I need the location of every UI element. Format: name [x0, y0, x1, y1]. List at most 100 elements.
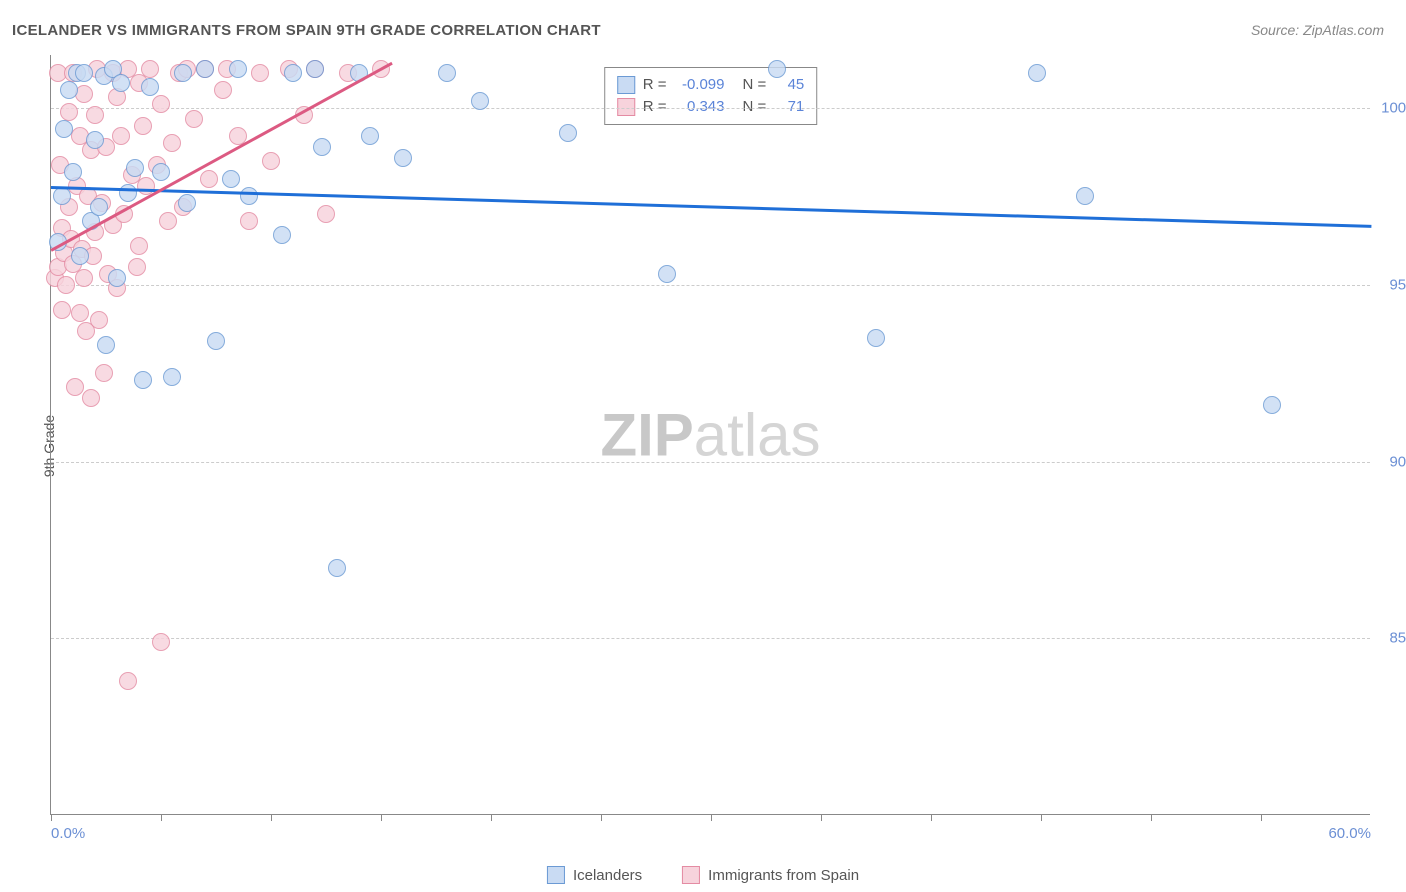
bottom-legend-item: Immigrants from Spain: [682, 866, 859, 884]
plot-area: ZIPatlas R =-0.099N =45R =0.343N =71 85.…: [50, 55, 1370, 815]
scatter-point: [95, 364, 113, 382]
xtick-mark: [1041, 814, 1042, 821]
scatter-point: [112, 127, 130, 145]
scatter-point: [71, 304, 89, 322]
scatter-point: [71, 247, 89, 265]
xtick-mark: [711, 814, 712, 821]
scatter-point: [867, 329, 885, 347]
stat-r-value: 0.343: [675, 96, 725, 118]
scatter-point: [306, 60, 324, 78]
legend-swatch: [617, 98, 635, 116]
stat-legend-row: R = 0.343 N = 71: [617, 96, 805, 118]
xtick-mark: [931, 814, 932, 821]
watermark-bold: ZIP: [600, 401, 693, 468]
scatter-point: [163, 134, 181, 152]
scatter-point: [471, 92, 489, 110]
bottom-legend: Icelanders Immigrants from Spain: [547, 866, 859, 884]
scatter-point: [86, 106, 104, 124]
stat-r-label: R =: [643, 74, 667, 96]
scatter-point: [108, 269, 126, 287]
scatter-point: [196, 60, 214, 78]
scatter-point: [1263, 396, 1281, 414]
scatter-point: [200, 170, 218, 188]
scatter-point: [112, 74, 130, 92]
ytick-label: 90.0%: [1389, 453, 1406, 470]
gridline: [51, 638, 1370, 639]
ytick-label: 85.0%: [1389, 630, 1406, 647]
stat-r-value: -0.099: [675, 74, 725, 96]
gridline: [51, 285, 1370, 286]
scatter-point: [438, 64, 456, 82]
scatter-point: [128, 258, 146, 276]
scatter-point: [90, 198, 108, 216]
scatter-point: [75, 64, 93, 82]
scatter-point: [119, 184, 137, 202]
stat-legend: R =-0.099N =45R =0.343N =71: [604, 67, 818, 125]
source-label: Source: ZipAtlas.com: [1251, 22, 1384, 38]
scatter-point: [273, 226, 291, 244]
scatter-point: [141, 78, 159, 96]
legend-label: Icelanders: [573, 867, 642, 884]
xtick-label: 60.0%: [1328, 825, 1371, 842]
stat-n-value: 71: [774, 96, 804, 118]
scatter-point: [53, 301, 71, 319]
scatter-point: [90, 311, 108, 329]
xtick-mark: [821, 814, 822, 821]
scatter-point: [55, 120, 73, 138]
legend-swatch: [547, 866, 565, 884]
scatter-point: [317, 205, 335, 223]
scatter-point: [82, 389, 100, 407]
scatter-point: [559, 124, 577, 142]
scatter-point: [174, 64, 192, 82]
scatter-point: [163, 368, 181, 386]
scatter-point: [152, 633, 170, 651]
scatter-point: [658, 265, 676, 283]
ytick-label: 100.0%: [1381, 100, 1406, 117]
xtick-mark: [601, 814, 602, 821]
xtick-mark: [271, 814, 272, 821]
gridline: [51, 462, 1370, 463]
xtick-label: 0.0%: [51, 825, 85, 842]
xtick-mark: [1151, 814, 1152, 821]
scatter-point: [262, 152, 280, 170]
scatter-point: [86, 131, 104, 149]
scatter-point: [313, 138, 331, 156]
scatter-point: [185, 110, 203, 128]
scatter-point: [240, 187, 258, 205]
scatter-point: [1028, 64, 1046, 82]
scatter-point: [75, 85, 93, 103]
watermark-rest: atlas: [694, 401, 821, 468]
xtick-mark: [51, 814, 52, 821]
xtick-mark: [1261, 814, 1262, 821]
scatter-point: [229, 60, 247, 78]
scatter-point: [57, 276, 75, 294]
scatter-point: [141, 60, 159, 78]
scatter-point: [134, 371, 152, 389]
ytick-label: 95.0%: [1389, 276, 1406, 293]
scatter-point: [207, 332, 225, 350]
legend-swatch: [617, 76, 635, 94]
watermark: ZIPatlas: [600, 400, 820, 469]
scatter-point: [394, 149, 412, 167]
stat-r-label: R =: [643, 96, 667, 118]
scatter-point: [251, 64, 269, 82]
scatter-point: [214, 81, 232, 99]
bottom-legend-item: Icelanders: [547, 866, 642, 884]
scatter-point: [159, 212, 177, 230]
scatter-point: [768, 60, 786, 78]
xtick-mark: [161, 814, 162, 821]
scatter-point: [53, 187, 71, 205]
chart-title: ICELANDER VS IMMIGRANTS FROM SPAIN 9TH G…: [12, 22, 601, 39]
scatter-point: [134, 117, 152, 135]
scatter-point: [119, 672, 137, 690]
stat-n-label: N =: [743, 96, 767, 118]
scatter-point: [152, 95, 170, 113]
scatter-point: [126, 159, 144, 177]
scatter-point: [284, 64, 302, 82]
scatter-point: [178, 194, 196, 212]
scatter-point: [1076, 187, 1094, 205]
scatter-point: [361, 127, 379, 145]
gridline: [51, 108, 1370, 109]
scatter-point: [75, 269, 93, 287]
scatter-point: [97, 336, 115, 354]
